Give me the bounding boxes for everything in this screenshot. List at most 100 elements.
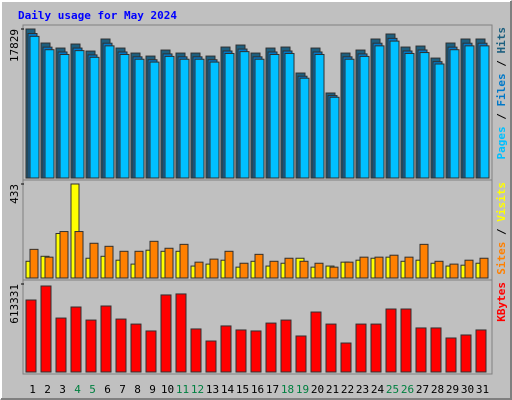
bar: [464, 45, 475, 179]
bar: [175, 293, 187, 373]
legend: Sites / Visits: [495, 182, 508, 275]
bar: [59, 231, 69, 279]
legend: Pages / Files / Hits: [495, 27, 508, 160]
x-tick-label: 7: [119, 383, 126, 396]
legend: KBytes: [495, 282, 508, 322]
bar: [134, 250, 144, 279]
x-tick-label: 17: [266, 383, 279, 396]
legend-entry: Files: [495, 73, 508, 106]
bar: [449, 49, 460, 179]
bar: [209, 258, 219, 279]
bar: [419, 243, 429, 279]
x-tick-label: 28: [431, 383, 444, 396]
bar: [479, 257, 489, 279]
bar: [104, 245, 114, 279]
x-tick-label: 5: [89, 383, 96, 396]
bar: [329, 96, 340, 179]
bar: [149, 61, 160, 179]
x-tick-label: 19: [296, 383, 309, 396]
bar: [400, 308, 412, 373]
bar: [134, 58, 145, 179]
x-tick-label: 22: [341, 383, 354, 396]
x-tick-label: 8: [134, 383, 141, 396]
bar: [269, 260, 279, 279]
bar: [310, 311, 322, 373]
bar: [295, 335, 307, 373]
bar: [164, 247, 174, 279]
bar: [89, 242, 99, 279]
x-tick-label: 4: [74, 383, 81, 396]
bar: [179, 58, 190, 179]
legend-separator: /: [495, 54, 508, 74]
bar: [44, 256, 54, 279]
bar: [239, 262, 249, 279]
bar: [205, 340, 217, 373]
bar: [284, 52, 295, 179]
y-tick-label: 433: [8, 184, 21, 204]
bar: [355, 323, 367, 373]
bar: [190, 328, 202, 373]
bar: [445, 337, 457, 373]
bar: [464, 259, 474, 279]
bar: [479, 45, 490, 179]
bar: [254, 253, 264, 279]
bar: [119, 250, 129, 279]
panel: [22, 279, 493, 375]
bar: [209, 61, 220, 179]
bar: [389, 254, 399, 279]
bar: [119, 53, 130, 179]
bar: [100, 305, 112, 373]
legend-entry: KBytes: [495, 282, 508, 322]
bar: [325, 323, 337, 373]
bar: [269, 53, 280, 179]
bar: [265, 322, 277, 373]
x-tick-label: 3: [59, 383, 66, 396]
x-tick-label: 30: [461, 383, 474, 396]
bar: [359, 55, 370, 179]
bar: [460, 334, 472, 373]
x-tick-label: 1: [29, 383, 36, 396]
x-tick-label: 18: [281, 383, 294, 396]
x-tick-label: 20: [311, 383, 324, 396]
bar: [434, 260, 444, 279]
bar: [415, 327, 427, 373]
bar: [434, 63, 445, 179]
bar: [70, 306, 82, 373]
x-tick-label: 14: [221, 383, 235, 396]
bar: [284, 257, 294, 279]
bar: [130, 323, 142, 373]
legend-entry: Visits: [495, 182, 508, 222]
bar: [149, 240, 159, 279]
bar: [104, 45, 115, 179]
x-tick-label: 16: [251, 383, 264, 396]
bar: [74, 50, 85, 179]
x-tick-label: 25: [386, 383, 399, 396]
x-tick-label: 27: [416, 383, 429, 396]
x-tick-label: 13: [206, 383, 219, 396]
legend-entry: Hits: [495, 27, 508, 54]
x-tick-label: 6: [104, 383, 111, 396]
bar: [359, 256, 369, 279]
y-tick-label: 613331: [8, 284, 21, 324]
chart-title: Daily usage for May 2024: [18, 9, 177, 22]
bar: [250, 330, 262, 373]
x-tick-label: 2: [44, 383, 51, 396]
x-tick-label: 26: [401, 383, 414, 396]
bar: [194, 58, 205, 179]
bar: [89, 56, 100, 179]
bar: [224, 52, 235, 179]
x-tick-label: 12: [191, 383, 204, 396]
bar: [340, 342, 352, 373]
bar: [344, 58, 355, 179]
bar: [385, 308, 397, 373]
x-tick-label: 23: [356, 383, 369, 396]
bar: [85, 319, 97, 373]
bar: [194, 261, 204, 279]
bar: [29, 35, 40, 179]
bar: [374, 256, 384, 279]
bar: [115, 318, 127, 373]
x-tick-label: 15: [236, 383, 249, 396]
bar: [344, 261, 354, 279]
